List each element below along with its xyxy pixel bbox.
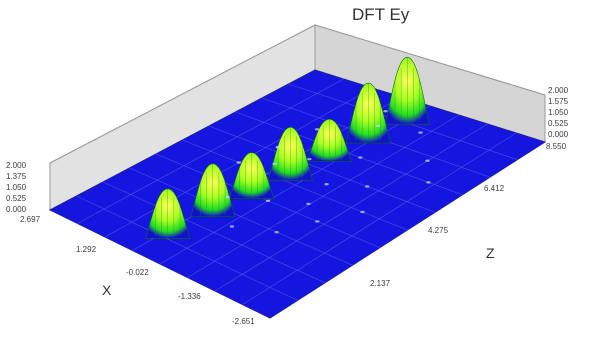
floor-speckle [229,225,235,228]
grid-line-x [214,123,488,292]
grid-line-x [77,78,344,224]
z-tick-label: 4.275 [428,226,449,235]
surface-grid [76,78,518,305]
floor-speckle [314,128,320,131]
floor-speckle [265,199,271,202]
y-tick-label-left: 0.525 [6,194,27,203]
floor-speckle [425,159,430,162]
z-axis-label: Z [486,245,495,261]
floor-speckle [315,220,320,223]
floor-speckle [324,182,329,186]
x-tick-label: -2.651 [232,317,255,326]
floor-speckle [358,156,363,159]
z-tick-label: 6.412 [484,184,505,193]
floor-speckle [272,162,277,166]
y-tick-label-left: 1.375 [6,172,27,181]
noise-layer [225,109,431,234]
y-tick-label-right: 1.575 [548,97,569,106]
grid-line-x [187,114,459,278]
y-tick-label-left: 2.000 [6,161,27,170]
floor-speckle [426,181,431,184]
floor-speckle [274,230,279,234]
floor-speckle [236,161,241,164]
x-tick-label: 2.697 [20,215,41,224]
y-tick-label-right: 2.000 [548,86,569,95]
floor-speckle [306,202,311,206]
x-tick-label: -0.022 [126,268,149,277]
floor-speckle [225,196,230,199]
chart-title: DFT Ey [352,5,410,24]
y-tick-label-right: 0.525 [548,119,569,128]
x-tick-label: -1.336 [178,292,201,301]
floor-speckle [307,157,312,161]
y-tick-label-right: 0.000 [548,130,569,139]
grid-line-x [242,132,517,305]
z-tick-label: 8.550 [546,142,567,151]
x-tick-label: 1.292 [76,245,97,254]
floor-speckle [360,210,365,214]
x-axis-label: X [102,282,112,298]
y-tick-label-left: 1.050 [6,183,27,192]
z-tick-label: 2.137 [370,279,391,288]
floor-speckle [418,131,423,134]
floor-speckle [375,124,381,128]
floor-speckle [365,185,370,188]
y-tick-label-right: 1.050 [548,108,569,117]
y-tick-label-left: 0.000 [6,205,27,214]
peaks-layer [145,56,430,239]
floor-speckle [383,109,388,113]
floor-speckle [275,145,280,149]
